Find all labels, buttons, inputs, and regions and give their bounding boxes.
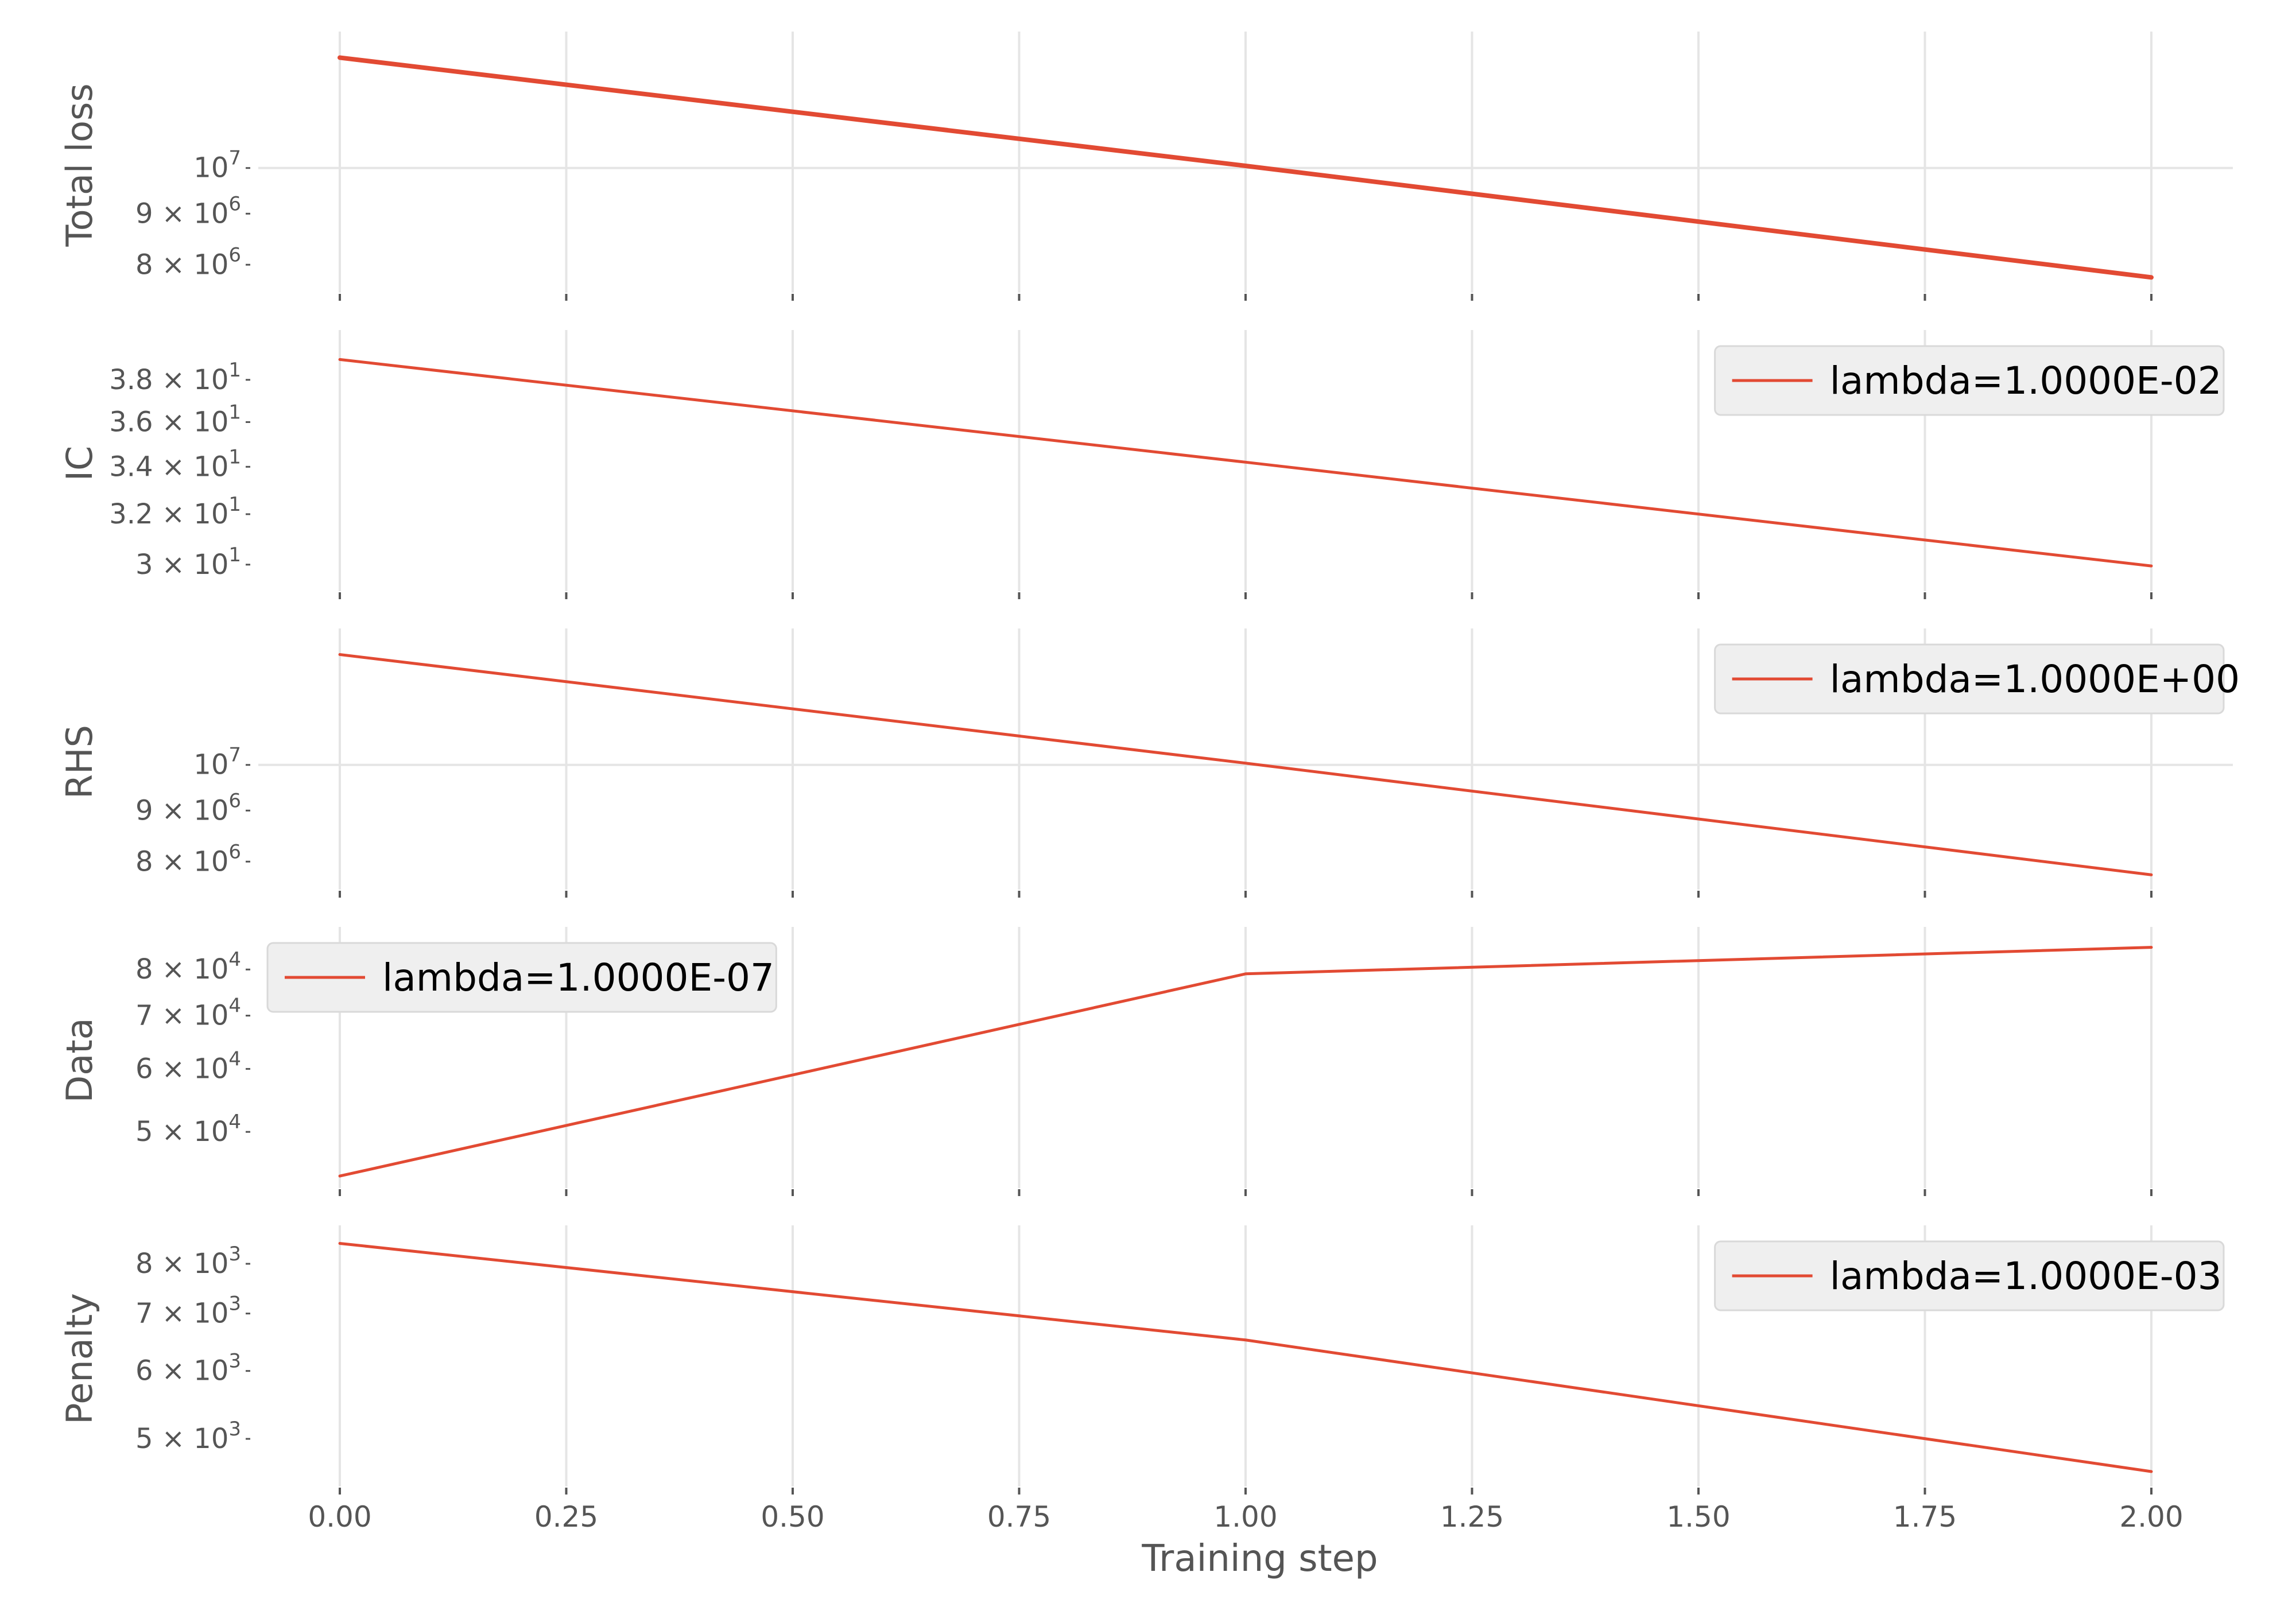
subplot-2: 3 × 101 3.2 × 101 3.4 × 101 3.6 × 101 3.8 × …: [59, 330, 2225, 599]
legend: lambda=1.0000E-03: [1714, 1240, 2225, 1311]
x-tick-label: 0.25: [534, 1500, 598, 1534]
y-tick-label: 3.2 × 101: [109, 493, 241, 530]
subplot-1: 8 × 106 9 × 106 107 Total loss: [59, 32, 2233, 301]
y-tick-label: 9 × 106: [135, 192, 241, 230]
x-axis-tick-labels: 0.00 0.25 0.50 0.75 1.00 1.25 1.50 1.75 2.00: [308, 1500, 2183, 1534]
subplot-5: 5 × 103 6 × 103 7 × 103 8 × 103 Penalty lambd…: [59, 1225, 2225, 1495]
y-tick-label: 7 × 104: [135, 995, 241, 1032]
y-axis-label: IC: [59, 446, 100, 482]
y-axis-label: Penalty: [59, 1293, 100, 1424]
y-tick-label: 3 × 101: [135, 544, 241, 581]
y-tick-label: 3.6 × 101: [109, 401, 241, 438]
x-tick-label: 2.00: [2119, 1500, 2183, 1534]
x-tick-label: 0.75: [987, 1500, 1051, 1534]
y-tick-label: 8 × 106: [135, 840, 241, 878]
subplot-4: 5 × 104 6 × 104 7 × 104 8 × 104 Data lambda=1…: [59, 927, 2153, 1196]
legend-box: [1714, 1240, 2225, 1311]
y-tick-label: 7 × 103: [135, 1292, 241, 1330]
x-tick-label: 1.75: [1893, 1500, 1957, 1534]
y-tick-label: 5 × 103: [135, 1418, 241, 1455]
legend: lambda=1.0000E-07: [266, 942, 777, 1013]
y-tick-label: 6 × 103: [135, 1350, 241, 1387]
x-tick-label: 0.50: [761, 1500, 824, 1534]
legend-label: lambda=1.0000E-03: [1830, 1254, 2222, 1298]
y-tick-label: 3.4 × 101: [109, 445, 241, 483]
legend: lambda=1.0000E-02: [1714, 345, 2225, 416]
legend-box: [266, 942, 777, 1013]
x-tick-label: 0.00: [308, 1500, 371, 1534]
subplot-stack: 8 × 106 9 × 106 107 Total loss 3 × 101 3.2 × …: [59, 32, 2240, 1495]
x-axis-label: Training step: [1141, 1538, 1378, 1580]
legend-label: lambda=1.0000E+00: [1830, 657, 2240, 701]
subplot-3: 8 × 106 9 × 106 107 RHS lambda=1.0000E+00: [59, 628, 2240, 898]
y-axis-label: RHS: [59, 725, 100, 799]
y-tick-label: 8 × 103: [135, 1243, 241, 1280]
legend-label: lambda=1.0000E-02: [1830, 359, 2222, 403]
legend-box: [1714, 643, 2225, 715]
x-tick-label: 1.00: [1213, 1500, 1277, 1534]
y-axis-label: Data: [59, 1018, 100, 1103]
y-axis-label: Total loss: [59, 83, 100, 247]
y-tick-label: 9 × 106: [135, 789, 241, 826]
y-tick-label: 8 × 104: [135, 948, 241, 985]
y-tick-label: 3.8 × 101: [109, 359, 241, 396]
y-tick-label: 5 × 104: [135, 1111, 241, 1148]
x-tick-label: 1.50: [1666, 1500, 1730, 1534]
y-tick-label: 6 × 104: [135, 1047, 241, 1085]
y-tick-label: 107: [193, 147, 241, 184]
y-tick-label: 107: [193, 744, 241, 781]
legend-label: lambda=1.0000E-07: [382, 956, 774, 1000]
legend: lambda=1.0000E+00: [1714, 643, 2240, 715]
x-tick-label: 1.25: [1440, 1500, 1504, 1534]
legend-box: [1714, 345, 2225, 416]
y-tick-label: 8 × 106: [135, 243, 241, 281]
